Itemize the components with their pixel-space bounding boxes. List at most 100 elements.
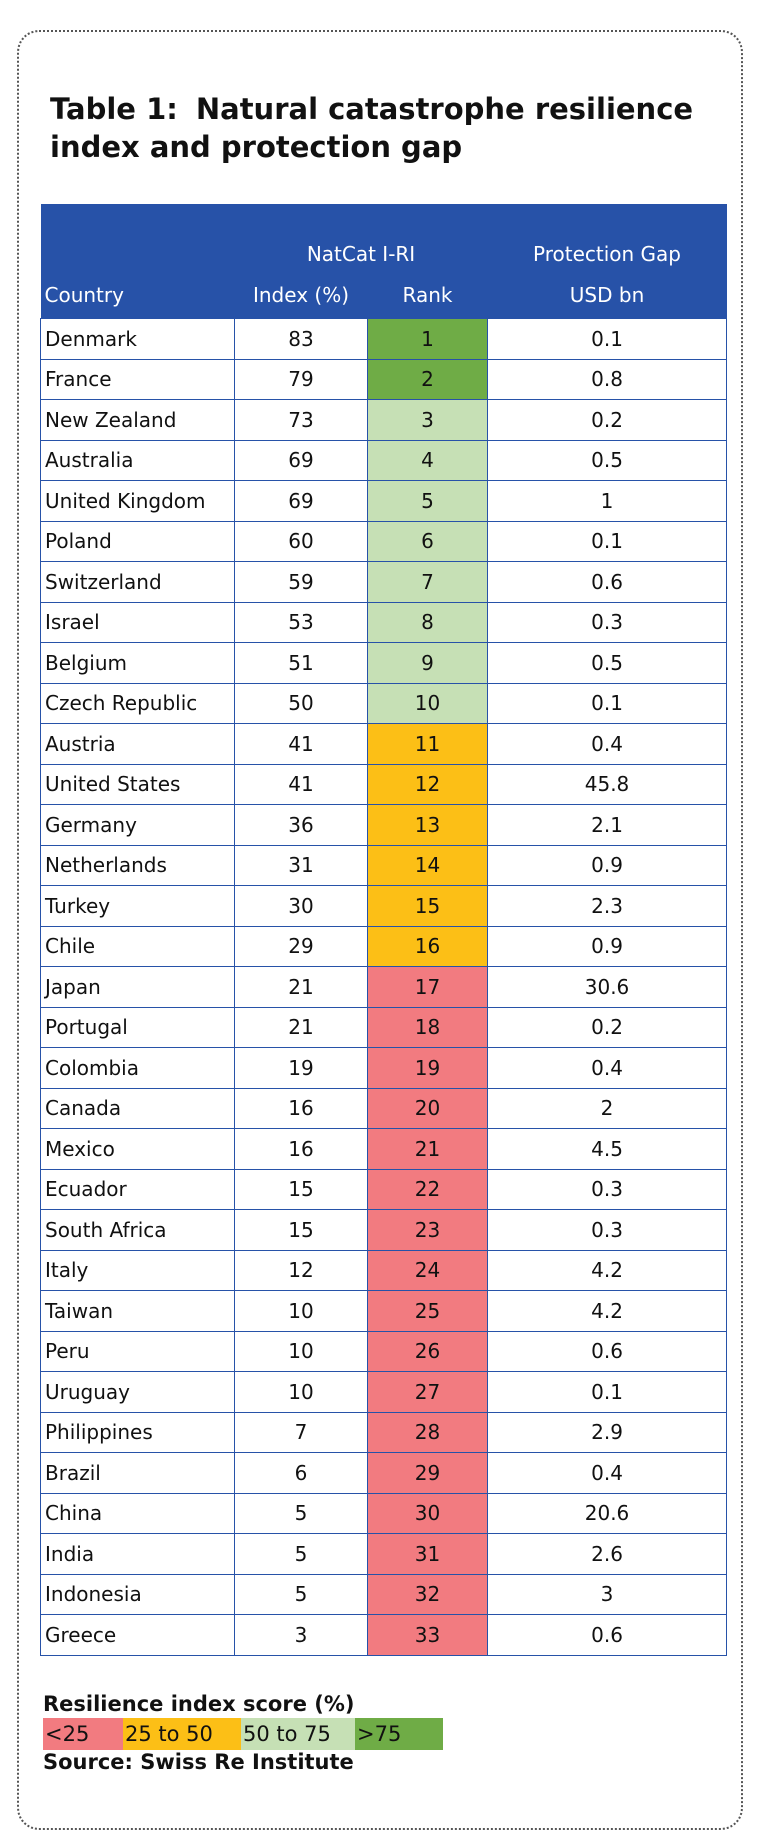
country-cell: India bbox=[40, 1533, 235, 1575]
country-cell: Uruguay bbox=[40, 1371, 235, 1413]
table-row: United Kingdom 69 5 1 bbox=[40, 480, 728, 522]
rank-cell: 18 bbox=[366, 1006, 489, 1048]
rank-cell: 15 bbox=[366, 885, 489, 927]
rank-cell: 9 bbox=[366, 642, 489, 684]
gap-cell: 0.2 bbox=[487, 399, 728, 441]
rank-cell: 14 bbox=[366, 844, 489, 886]
table-row: Portugal 21 18 0.2 bbox=[40, 1006, 728, 1048]
header-country: Country bbox=[44, 283, 124, 307]
table-row: Turkey 30 15 2.3 bbox=[40, 885, 728, 927]
rank-cell: 2 bbox=[366, 358, 489, 400]
table-row: Colombia 19 19 0.4 bbox=[40, 1047, 728, 1089]
gap-cell: 2.1 bbox=[487, 804, 728, 846]
gap-cell: 2.6 bbox=[487, 1533, 728, 1575]
table-row: Mexico 16 21 4.5 bbox=[40, 1128, 728, 1170]
country-cell: Italy bbox=[40, 1249, 235, 1291]
gap-cell: 0.8 bbox=[487, 358, 728, 400]
rank-cell: 6 bbox=[366, 520, 489, 562]
table-row: Japan 21 17 30.6 bbox=[40, 966, 728, 1008]
rank-cell: 10 bbox=[366, 682, 489, 724]
table-title: Table 1: Natural catastrophe resilience i… bbox=[50, 90, 730, 166]
country-cell: Japan bbox=[40, 966, 235, 1008]
table-row: Greece 3 33 0.6 bbox=[40, 1614, 728, 1656]
rank-cell: 31 bbox=[366, 1533, 489, 1575]
gap-cell: 0.4 bbox=[487, 1047, 728, 1089]
rank-cell: 23 bbox=[366, 1209, 489, 1251]
rank-cell: 29 bbox=[366, 1452, 489, 1494]
country-cell: Mexico bbox=[40, 1128, 235, 1170]
country-cell: Denmark bbox=[40, 318, 235, 360]
index-cell: 5 bbox=[234, 1533, 368, 1575]
rank-cell: 25 bbox=[366, 1290, 489, 1332]
rank-cell: 1 bbox=[366, 318, 489, 360]
index-cell: 41 bbox=[234, 763, 368, 805]
country-cell: Israel bbox=[40, 601, 235, 643]
header-index: Index (%) bbox=[252, 283, 350, 307]
table-row: Israel 53 8 0.3 bbox=[40, 601, 728, 643]
country-cell: Taiwan bbox=[40, 1290, 235, 1332]
table-row: Canada 16 20 2 bbox=[40, 1087, 728, 1129]
legend-swatch-yellow: 25 to 50 bbox=[123, 1718, 241, 1750]
rank-cell: 30 bbox=[366, 1492, 489, 1534]
legend-swatches: <25 25 to 50 50 to 75 >75 bbox=[43, 1718, 443, 1750]
table-row: China 5 30 20.6 bbox=[40, 1492, 728, 1534]
rank-cell: 17 bbox=[366, 966, 489, 1008]
index-cell: 10 bbox=[234, 1330, 368, 1372]
country-cell: France bbox=[40, 358, 235, 400]
index-cell: 16 bbox=[234, 1087, 368, 1129]
rank-cell: 26 bbox=[366, 1330, 489, 1372]
gap-cell: 20.6 bbox=[487, 1492, 728, 1534]
resilience-table: NatCat I-RI Protection Gap Country Index… bbox=[40, 204, 728, 1656]
gap-cell: 0.2 bbox=[487, 1006, 728, 1048]
rank-cell: 22 bbox=[366, 1168, 489, 1210]
legend-swatch-green: >75 bbox=[355, 1718, 443, 1750]
index-cell: 36 bbox=[234, 804, 368, 846]
gap-cell: 2 bbox=[487, 1087, 728, 1129]
gap-cell: 0.6 bbox=[487, 1614, 728, 1656]
rank-cell: 3 bbox=[366, 399, 489, 441]
index-cell: 15 bbox=[234, 1209, 368, 1251]
card-frame bbox=[17, 30, 743, 1830]
index-cell: 41 bbox=[234, 723, 368, 765]
country-cell: Canada bbox=[40, 1087, 235, 1129]
rank-cell: 32 bbox=[366, 1573, 489, 1615]
gap-cell: 45.8 bbox=[487, 763, 728, 805]
legend-title: Resilience index score (%) bbox=[43, 1692, 355, 1716]
gap-cell: 3 bbox=[487, 1573, 728, 1615]
index-cell: 30 bbox=[234, 885, 368, 927]
gap-cell: 0.6 bbox=[487, 561, 728, 603]
gap-cell: 0.4 bbox=[487, 723, 728, 765]
rank-cell: 21 bbox=[366, 1128, 489, 1170]
table-header: NatCat I-RI Protection Gap Country Index… bbox=[40, 204, 727, 319]
gap-cell: 2.9 bbox=[487, 1411, 728, 1453]
gap-cell: 0.4 bbox=[487, 1452, 728, 1494]
index-cell: 60 bbox=[234, 520, 368, 562]
country-cell: Peru bbox=[40, 1330, 235, 1372]
table-row: France 79 2 0.8 bbox=[40, 358, 728, 400]
country-cell: South Africa bbox=[40, 1209, 235, 1251]
country-cell: Colombia bbox=[40, 1047, 235, 1089]
index-cell: 73 bbox=[234, 399, 368, 441]
gap-cell: 4.2 bbox=[487, 1290, 728, 1332]
index-cell: 31 bbox=[234, 844, 368, 886]
header-gap-group: Protection Gap bbox=[533, 242, 682, 266]
table-row: Philippines 7 28 2.9 bbox=[40, 1411, 728, 1453]
country-cell: United Kingdom bbox=[40, 480, 235, 522]
table-row: Brazil 6 29 0.4 bbox=[40, 1452, 728, 1494]
index-cell: 29 bbox=[234, 925, 368, 967]
country-cell: Germany bbox=[40, 804, 235, 846]
index-cell: 83 bbox=[234, 318, 368, 360]
header-natcat-group: NatCat I-RI bbox=[306, 242, 416, 266]
rank-cell: 12 bbox=[366, 763, 489, 805]
table-row: Taiwan 10 25 4.2 bbox=[40, 1290, 728, 1332]
index-cell: 51 bbox=[234, 642, 368, 684]
table-row: Germany 36 13 2.1 bbox=[40, 804, 728, 846]
index-cell: 19 bbox=[234, 1047, 368, 1089]
country-cell: Ecuador bbox=[40, 1168, 235, 1210]
country-cell: Philippines bbox=[40, 1411, 235, 1453]
index-cell: 16 bbox=[234, 1128, 368, 1170]
rank-cell: 11 bbox=[366, 723, 489, 765]
title-line-1: Table 1: Natural catastrophe resilience bbox=[50, 90, 730, 128]
index-cell: 5 bbox=[234, 1573, 368, 1615]
country-cell: Poland bbox=[40, 520, 235, 562]
